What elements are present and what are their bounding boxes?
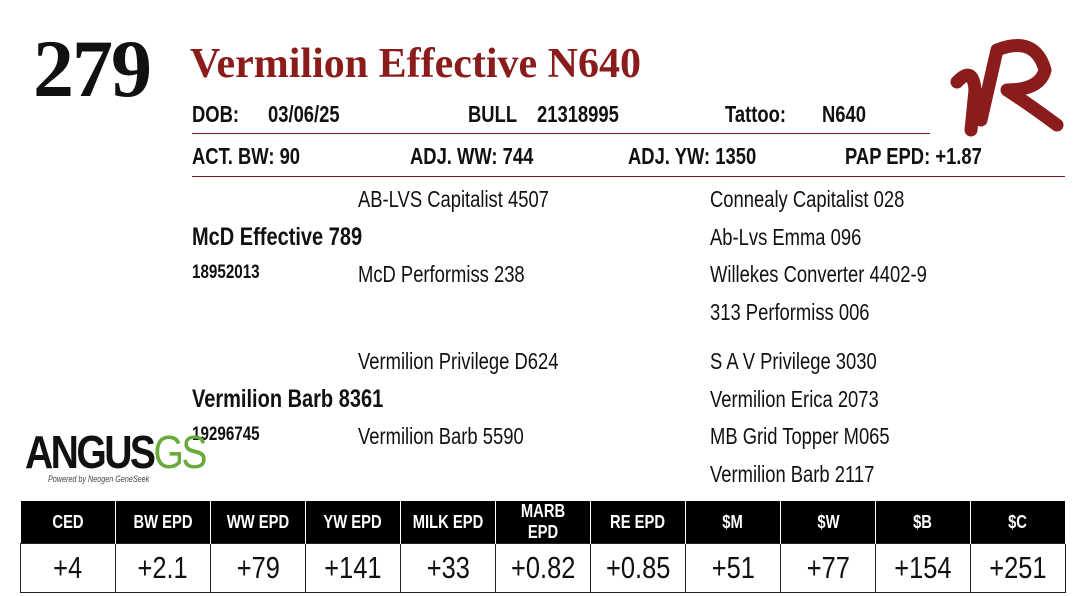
parent-sire: AB-LVS Capitalist 4507 [358,186,549,212]
epd-header-text: $C [1008,511,1028,532]
epd-header: $W [780,501,876,544]
epd-header-text: YW EPD [323,511,383,532]
parent-dam: McD Performiss 238 [358,261,525,287]
epd-value-text: +33 [426,550,470,585]
epd-value: +77 [780,543,876,593]
epd-header: $C [970,501,1066,544]
epd-header-text: $W [816,511,840,532]
epd-value: +2.1 [115,543,211,593]
epd-value-text: +77 [806,550,850,585]
epd-value-text: +251 [989,550,1047,585]
epd-table: CED BW EPD WW EPD YW EPD MILK EPD MARB EPD RE … [20,501,1066,593]
epd-header-text: RE EPD [610,511,666,532]
logo-suffix: GS [153,426,207,478]
sex: BULL [468,101,518,127]
parent-registration: 18952013 [192,262,260,283]
epd-value-text: +141 [324,550,382,585]
performance-label: ADJ. YW: [628,143,711,169]
performance-label: ACT. BW: [192,143,275,169]
divider [192,133,930,134]
epd-header-text: MILK EPD [412,511,484,532]
tattoo-label: Tattoo: [725,101,786,127]
epd-header: WW EPD [210,501,306,544]
epd-header-text: $B [913,511,933,532]
performance-value: 90 [279,143,301,169]
epd-header: YW EPD [305,501,401,544]
grandparent: Vermilion Erica 2073 [710,385,879,412]
title: Vermilion Effective N640 [190,41,642,87]
epd-header: RE EPD [590,501,686,544]
grandparent: Willekes Converter 4402-9 [710,261,927,287]
epd-value-text: +154 [894,550,952,585]
epd-header-text: $M [722,511,744,532]
parent-sire: Vermilion Privilege D624 [358,348,559,374]
epd-header: $B [875,501,971,544]
performance-label: PAP EPD: [845,143,931,169]
logo-name: ANGUS [25,426,156,478]
epd-value-text: +0.85 [605,550,671,585]
performance-value: 1350 [715,143,757,169]
epd-header: BW EPD [115,501,211,544]
epd-value: +4 [20,543,116,593]
epd-header-text: BW EPD [133,511,193,532]
performance-item: ADJ. WW: 744 [410,143,533,170]
registration: 21318995 [537,101,619,127]
epd-header: $M [685,501,781,544]
grandparent: Vermilion Barb 2117 [710,460,875,487]
grandparent: Ab-Lvs Emma 096 [710,223,862,250]
grandparent: 313 Performiss 006 [710,298,870,325]
performance-item: ACT. BW: 90 [192,143,300,170]
epd-value-text: +79 [236,550,280,585]
brand-mark [950,39,1064,137]
logo-tagline: Powered by Neogen GeneSeek [48,474,150,484]
epd-header: MARB EPD [495,501,591,544]
performance-value: 744 [502,143,534,169]
parent-dam: Vermilion Barb 5590 [358,423,524,449]
parent-name: Vermilion Barb 8361 [192,385,384,413]
parent-registration: 19296745 [192,424,260,445]
epd-value: +154 [875,543,971,593]
epd-header-text: MARB EPD [520,501,566,542]
tattoo: N640 [822,101,866,127]
dob-label: DOB: [192,101,240,127]
epd-value-text: +0.82 [510,550,576,585]
epd-value-text: +2.1 [137,550,189,585]
performance-item: PAP EPD: +1.87 [845,143,982,170]
epd-header-text: CED [52,511,84,532]
performance-label: ADJ. WW: [410,143,498,169]
performance-value: +1.87 [935,143,982,169]
performance-item: ADJ. YW: 1350 [628,143,756,170]
epd-header: MILK EPD [400,501,496,544]
epd-value: +251 [970,543,1066,593]
divider [192,176,1065,177]
epd-value: +141 [305,543,401,593]
epd-value: +51 [685,543,781,593]
epd-value-text: +4 [53,550,83,585]
parent-name: McD Effective 789 [192,223,363,251]
dob: 03/06/25 [268,101,340,127]
epd-header-text: WW EPD [226,511,290,532]
epd-value: +79 [210,543,306,593]
logo: ANGUSGS [25,425,207,479]
lot-number: 279 [33,23,152,114]
epd-value: +33 [400,543,496,593]
epd-value: +0.85 [590,543,686,593]
grandparent: S A V Privilege 3030 [710,348,877,374]
epd-value-text: +51 [711,550,755,585]
epd-header: CED [20,501,116,544]
grandparent: Connealy Capitalist 028 [710,186,905,212]
grandparent: MB Grid Topper M065 [710,423,890,449]
epd-value: +0.82 [495,543,591,593]
